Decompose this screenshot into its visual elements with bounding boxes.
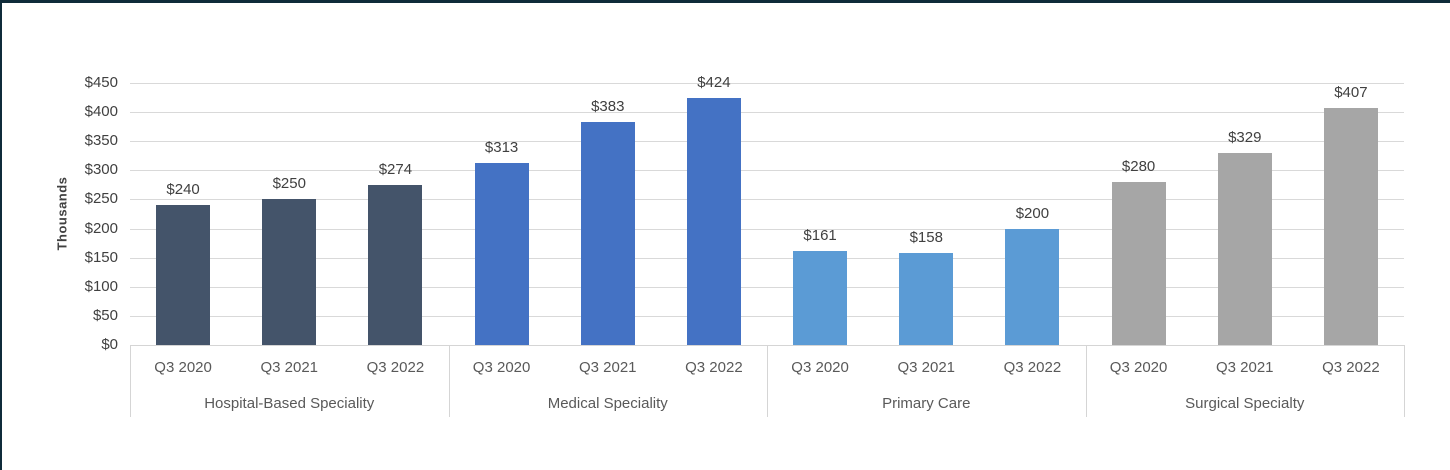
bar-value-label: $240 <box>166 181 200 199</box>
category-group-label: Hospital-Based Speciality <box>204 395 375 412</box>
bar-value-label: $407 <box>1334 84 1368 102</box>
bar <box>686 98 741 345</box>
category-tick-label: Q3 2020 <box>1109 359 1168 376</box>
bar-value-label: $329 <box>1228 129 1262 147</box>
y-gridline <box>130 286 1404 288</box>
category-tick-label: Q3 2022 <box>1322 359 1380 376</box>
bar <box>793 251 848 345</box>
category-separator <box>767 345 768 417</box>
y-tick-label: $200 <box>84 219 118 237</box>
y-gridline <box>130 315 1404 317</box>
y-tick-label: $150 <box>84 248 118 266</box>
category-tick-label: Q3 2021 <box>1215 359 1274 376</box>
category-tick-label: Q3 2020 <box>154 359 212 376</box>
y-tick-label: $350 <box>84 132 118 150</box>
category-tick-label: Q3 2022 <box>1003 359 1062 376</box>
category-tick-label: Q3 2021 <box>578 359 637 376</box>
bar <box>1005 228 1060 345</box>
bar-value-label: $200 <box>1015 204 1050 222</box>
category-group-label: Primary Care <box>882 395 971 412</box>
category-tick-label: Q3 2021 <box>260 359 319 376</box>
bar-value-label: $161 <box>803 227 837 245</box>
y-tick-label: $450 <box>84 74 118 91</box>
y-gridline <box>130 257 1404 259</box>
y-tick-label: $250 <box>84 190 118 208</box>
y-gridline <box>130 170 1404 172</box>
y-tick-label: $50 <box>92 306 118 324</box>
category-tick-label: Q3 2022 <box>685 359 743 376</box>
bar <box>1217 153 1272 345</box>
category-tick-label: Q3 2022 <box>366 359 425 376</box>
category-tick-label: Q3 2020 <box>791 359 849 376</box>
bar <box>262 199 317 345</box>
category-separator <box>1085 345 1087 417</box>
y-gridline <box>130 199 1404 201</box>
bar-value-label: $250 <box>272 175 306 193</box>
category-tick-label: Q3 2020 <box>472 359 531 376</box>
bar-value-label: $424 <box>697 74 731 92</box>
bar <box>899 253 954 345</box>
bar <box>1323 108 1378 345</box>
bar-value-label: $158 <box>909 229 943 246</box>
y-gridline <box>130 228 1404 230</box>
bar <box>156 205 211 345</box>
y-gridline <box>130 83 1404 84</box>
category-separator <box>448 345 450 417</box>
category-group-label: Medical Speciality <box>547 395 668 412</box>
category-group-label: Surgical Specialty <box>1185 395 1305 412</box>
bar-value-label: $383 <box>591 98 625 115</box>
bar <box>368 185 423 345</box>
bar <box>580 122 635 345</box>
category-separator <box>130 345 131 417</box>
y-gridline <box>130 141 1404 143</box>
bar <box>474 162 529 345</box>
category-tick-label: Q3 2021 <box>897 359 956 376</box>
bar-value-label: $280 <box>1121 157 1156 175</box>
y-tick-label: $400 <box>84 103 118 121</box>
y-axis-title: Thousands <box>54 176 70 251</box>
category-separator <box>1404 345 1405 417</box>
bar <box>1111 181 1166 345</box>
y-tick-label: $0 <box>101 336 118 353</box>
y-tick-label: $100 <box>84 277 118 295</box>
bar-value-label: $313 <box>484 138 519 156</box>
bar-value-label: $274 <box>378 161 413 179</box>
y-gridline <box>130 112 1404 114</box>
y-tick-label: $300 <box>84 161 118 179</box>
